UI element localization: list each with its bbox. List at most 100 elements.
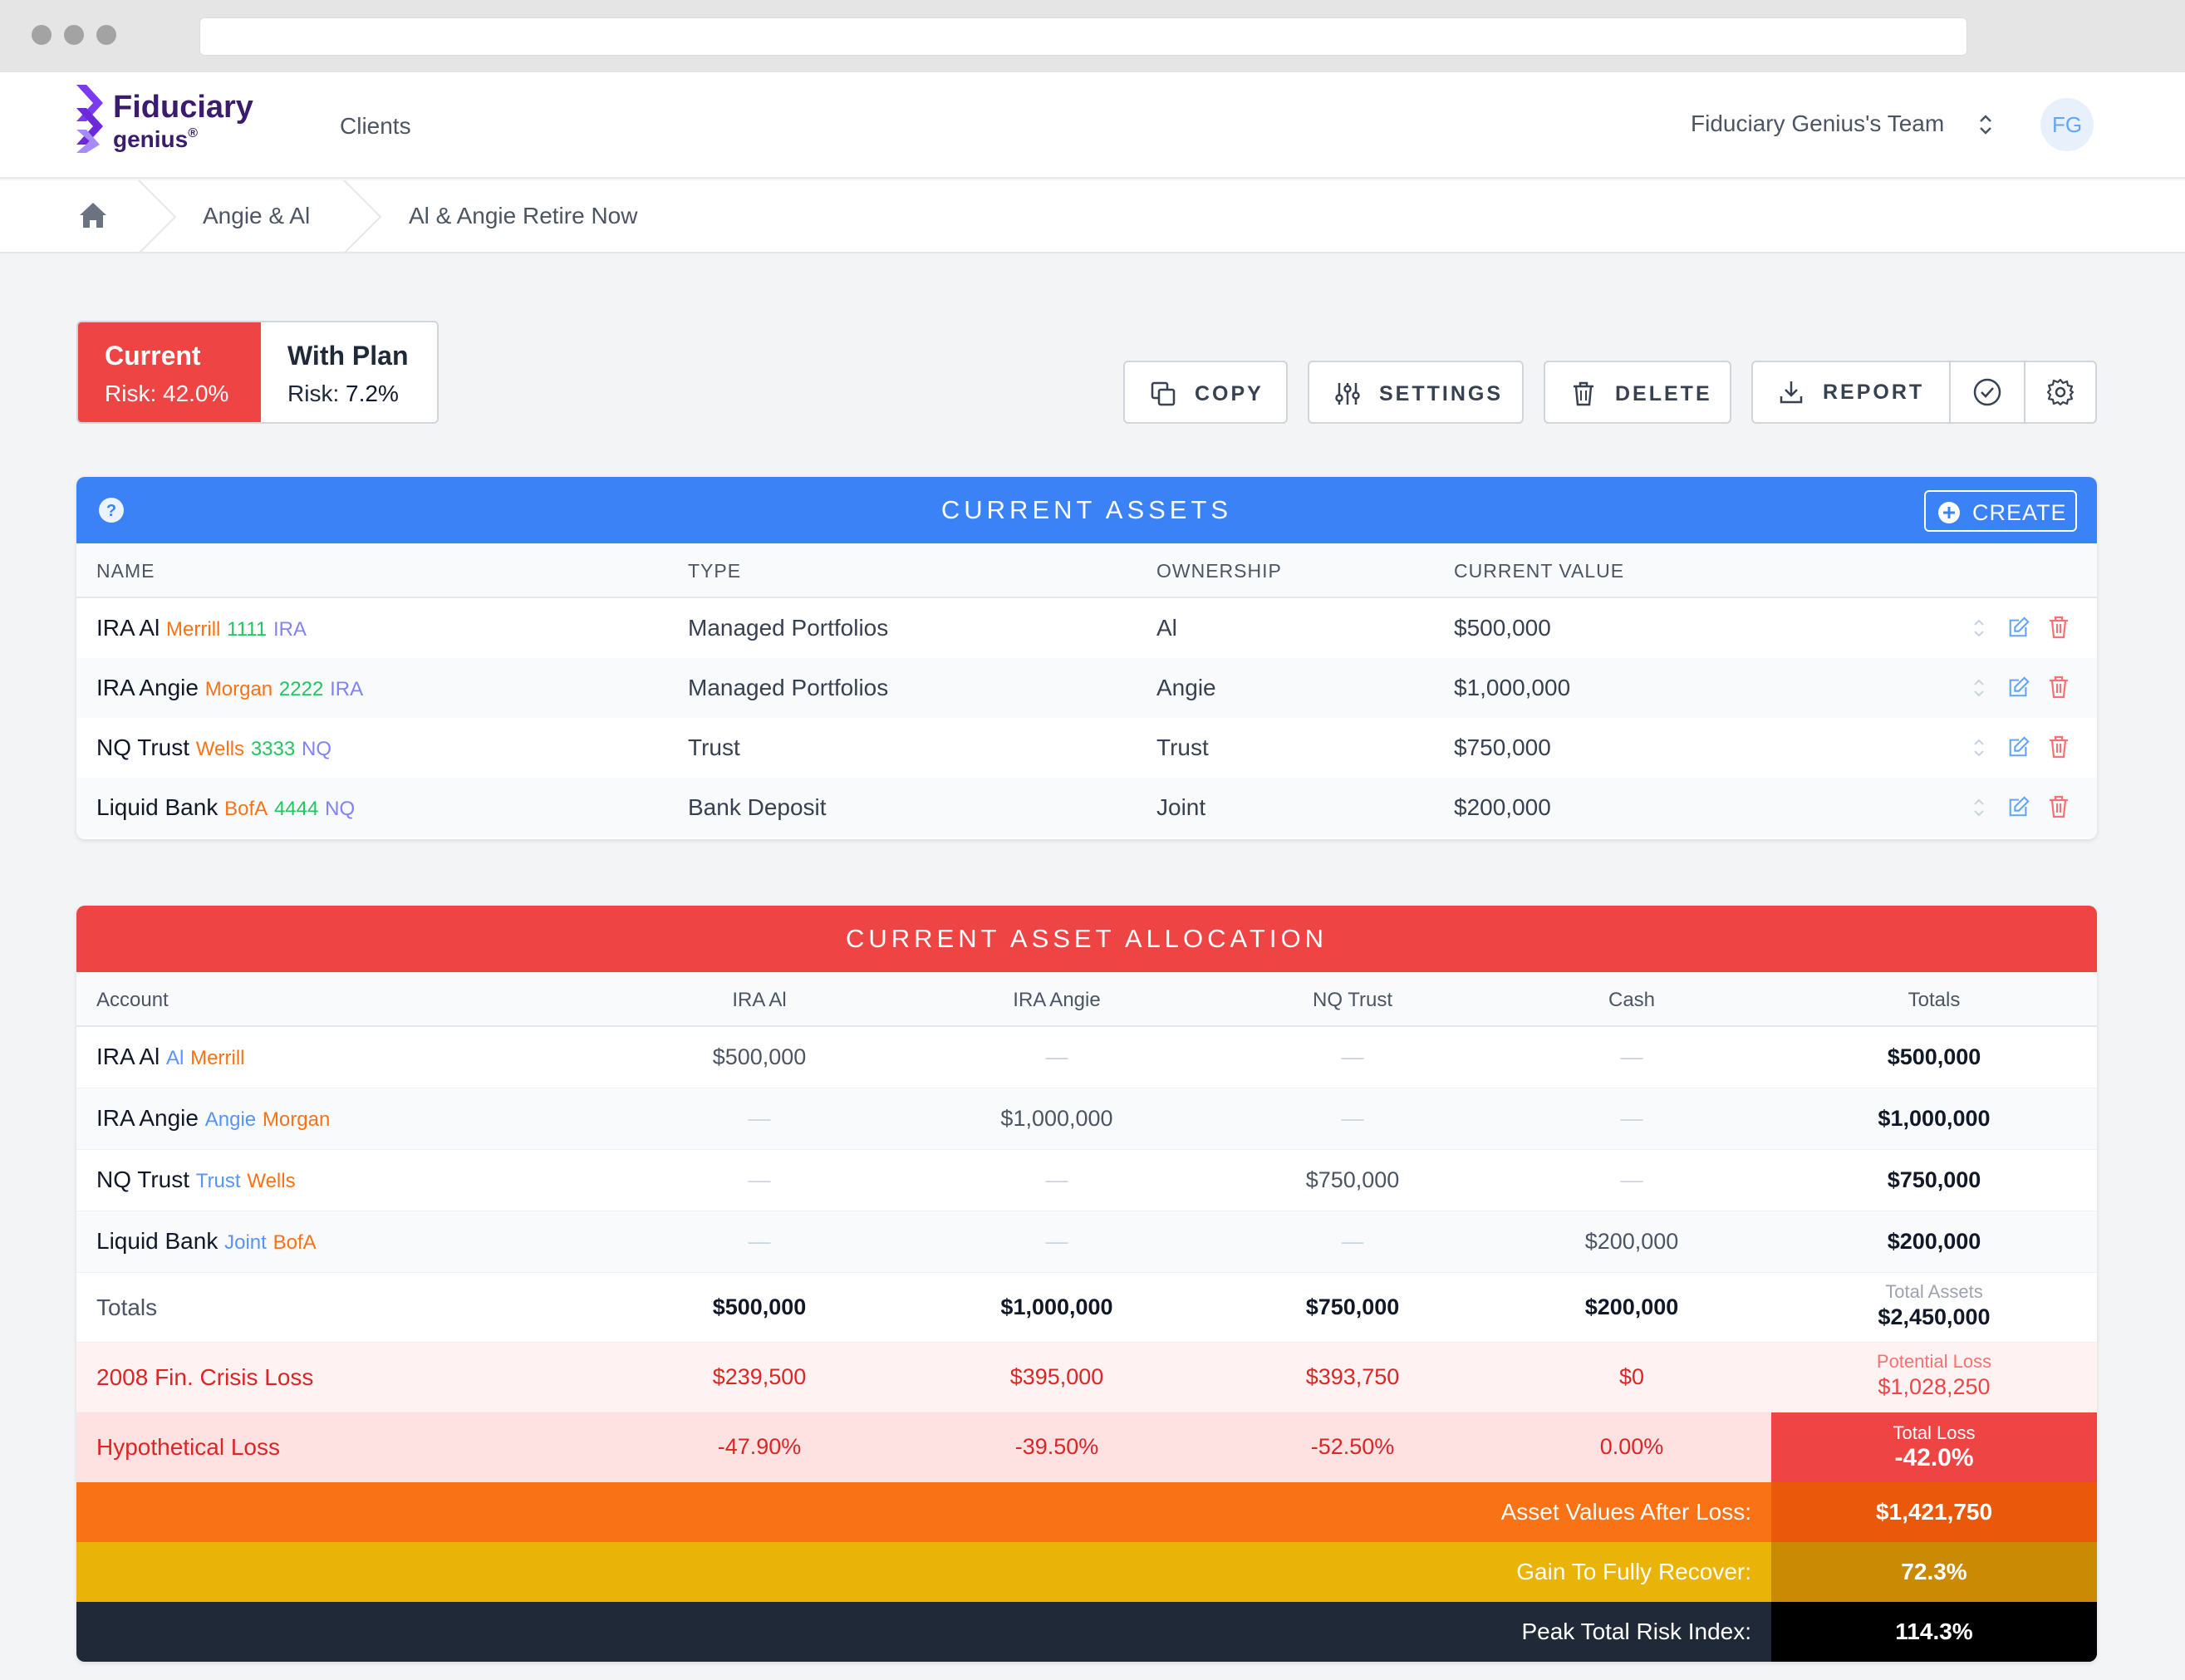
asset-ownership: Trust (1156, 734, 1209, 760)
allocation-account-name: Liquid Bank (96, 1228, 218, 1254)
potential-loss-label: Potential Loss (1876, 1351, 1992, 1372)
asset-account-number: 3333 (250, 738, 296, 760)
edit-icon[interactable] (2007, 794, 2030, 819)
trash-icon (1574, 381, 1593, 406)
assets-table-header (76, 543, 2097, 598)
brand-logo[interactable]: Fiduciary genius® (75, 83, 274, 158)
delete-row-icon[interactable] (2047, 794, 2070, 819)
edit-icon[interactable] (2007, 734, 2030, 759)
window-minimize-dot[interactable] (64, 25, 84, 45)
allocation-cell: — (1045, 1044, 1068, 1069)
col-nq-trust: NQ Trust (1312, 989, 1392, 1011)
allocation-row: Liquid Bank Joint BofA — — — $200,000 $200,00… (76, 1211, 2097, 1273)
asset-custodian: Morgan (204, 678, 273, 700)
allocation-owner: Trust (195, 1170, 241, 1192)
settings-label: SETTINGS (1379, 382, 1504, 405)
allocation-owner: Angie (204, 1108, 257, 1131)
asset-row[interactable]: Liquid Bank BofA 4444 NQ Bank Deposit Join… (76, 778, 2097, 838)
edit-icon[interactable] (2007, 615, 2030, 640)
edit-icon[interactable] (2007, 675, 2030, 700)
delete-row-icon[interactable] (2047, 675, 2070, 700)
allocation-cell: — (748, 1167, 771, 1192)
breadcrumb (0, 180, 2185, 253)
asset-type: Managed Portfolios (688, 675, 889, 700)
recover-value: 72.3% (1901, 1559, 1967, 1584)
breadcrumb-plan[interactable]: Al & Angie Retire Now (409, 203, 638, 228)
recover-value-box: 72.3% (1771, 1542, 2097, 1602)
asset-value: $500,000 (1454, 615, 1551, 641)
allocation-header-bar (76, 906, 2097, 972)
user-avatar[interactable]: FG (2040, 98, 2094, 151)
brand-name-line2: genius® (113, 126, 199, 152)
asset-name: NQ Trust (96, 734, 190, 760)
browser-chrome (0, 0, 2185, 72)
peak-risk-value-box: 114.3% (1771, 1602, 2097, 1662)
home-icon[interactable] (78, 201, 108, 229)
tab-current[interactable]: Current Risk: 42.0% (78, 322, 261, 422)
report-button[interactable]: REPORT (1753, 362, 1949, 422)
nav-clients-link[interactable]: Clients (340, 113, 411, 139)
window-close-dot[interactable] (32, 25, 52, 45)
crisis-ira-angie: $395,000 (1009, 1364, 1104, 1389)
help-icon[interactable]: ? (98, 497, 125, 523)
asset-value: $1,000,000 (1454, 675, 1571, 700)
col-ownership[interactable]: OWNERSHIP (1156, 560, 1282, 582)
check-circle-icon[interactable] (1972, 377, 2002, 407)
asset-custodian: Wells (195, 738, 245, 760)
allocation-cell: — (748, 1106, 771, 1131)
create-asset-button[interactable]: CREATE (1924, 490, 2077, 532)
allocation-cell: — (1341, 1106, 1364, 1131)
recover-band: Gain To Fully Recover: 72.3% (76, 1542, 2097, 1602)
tab-current-risk: Risk: 42.0% (105, 381, 229, 406)
asset-value: $750,000 (1454, 734, 1551, 760)
col-type[interactable]: TYPE (688, 560, 742, 582)
selector-updown-icon[interactable] (1977, 111, 1994, 138)
plus-circle-icon (1938, 502, 1960, 523)
asset-row[interactable]: IRA Angie Morgan 2222 IRA Managed Portfol… (76, 658, 2097, 718)
window-zoom-dot[interactable] (96, 25, 116, 45)
asset-row[interactable]: NQ Trust Wells 3333 NQ Trust Trust $750,000 (76, 718, 2097, 778)
total-loss-box: Total Loss -42.0% (1771, 1412, 2097, 1482)
reorder-icon[interactable] (1967, 795, 1991, 820)
asset-row[interactable]: IRA Al Merrill 1111 IRA Managed Portfolio… (76, 598, 2097, 658)
reorder-icon[interactable] (1967, 616, 1991, 641)
reorder-icon[interactable] (1967, 735, 1991, 760)
report-label: REPORT (1823, 381, 1925, 404)
address-bar[interactable] (199, 17, 1967, 56)
allocation-cell: — (1620, 1167, 1643, 1192)
allocation-account-name: NQ Trust (96, 1167, 190, 1192)
copy-button[interactable]: COPY (1123, 361, 1288, 424)
total-assets-value: $2,450,000 (1878, 1304, 1991, 1329)
col-current-value[interactable]: CURRENT VALUE (1454, 560, 1625, 582)
allocation-cell: $750,000 (1305, 1167, 1400, 1192)
tab-with-plan[interactable]: With Plan Risk: 7.2% (261, 322, 437, 422)
allocation-account-name: IRA Angie (96, 1105, 199, 1131)
delete-row-icon[interactable] (2047, 615, 2070, 640)
allocation-table-header (76, 972, 2097, 1027)
assets-header-bar (76, 477, 2097, 543)
team-selector-label[interactable]: Fiduciary Genius's Team (1691, 111, 1945, 136)
allocation-row-total: $200,000 (1887, 1229, 1981, 1254)
create-label: CREATE (1972, 500, 2067, 525)
col-name[interactable]: NAME (96, 560, 155, 582)
reorder-icon[interactable] (1967, 675, 1991, 700)
report-button-group: REPORT (1751, 361, 2097, 424)
allocation-account-cell: Liquid Bank Joint BofA (96, 1228, 317, 1255)
delete-button[interactable]: DELETE (1544, 361, 1731, 424)
crisis-nq-trust: $393,750 (1305, 1364, 1400, 1389)
asset-allocation-panel: CURRENT ASSET ALLOCATION Account IRA Al … (76, 906, 2097, 1662)
allocation-account-name: IRA Al (96, 1044, 160, 1069)
asset-account-number: 1111 (227, 618, 268, 641)
asset-name: IRA Angie (96, 675, 199, 700)
col-totals: Totals (1908, 989, 1961, 1011)
allocation-cell: — (1341, 1044, 1364, 1069)
settings-button[interactable]: SETTINGS (1308, 361, 1524, 424)
hypothetical-loss-label: Hypothetical Loss (96, 1434, 281, 1460)
gear-icon[interactable] (2045, 377, 2075, 407)
asset-name-cell: IRA Angie Morgan 2222 IRA (96, 675, 363, 701)
total-cash: $200,000 (1584, 1294, 1679, 1319)
breadcrumb-client[interactable]: Angie & Al (203, 203, 311, 228)
allocation-cell: — (1045, 1229, 1068, 1254)
breadcrumb-separator-icon (343, 180, 382, 253)
delete-row-icon[interactable] (2047, 734, 2070, 759)
